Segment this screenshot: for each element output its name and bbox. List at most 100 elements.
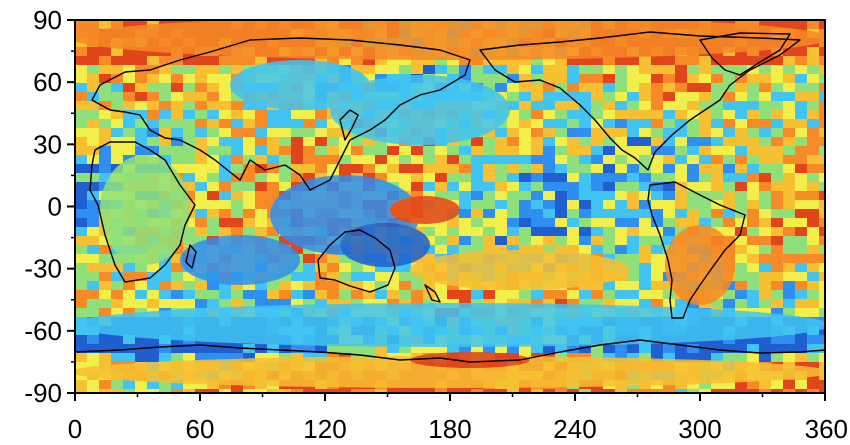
- heatmap-cell: [135, 281, 147, 290]
- heatmap-cell: [207, 56, 219, 65]
- heatmap-cell: [567, 92, 579, 101]
- heatmap-cell: [771, 56, 783, 65]
- heatmap-cell: [531, 299, 543, 308]
- heatmap-cell: [87, 227, 99, 236]
- x-axis: 0 60 120 180 240 300 360: [68, 393, 848, 444]
- heatmap-cell: [759, 164, 771, 173]
- heatmap-cell: [819, 218, 825, 227]
- heatmap-cell: [495, 236, 507, 245]
- heatmap-cell: [255, 209, 267, 218]
- heatmap-cell: [663, 209, 675, 218]
- heatmap-cell: [75, 74, 87, 83]
- heatmap-cell: [207, 128, 219, 137]
- heatmap-cell: [555, 119, 567, 128]
- heatmap-cell: [435, 173, 447, 182]
- heatmap-cell: [75, 245, 87, 254]
- heatmap-cell: [687, 146, 699, 155]
- heatmap-cell: [759, 182, 771, 191]
- heatmap-cell: [507, 128, 519, 137]
- heatmap-cell: [627, 236, 639, 245]
- heatmap-cell: [531, 74, 543, 83]
- heatmap-cell: [459, 155, 471, 164]
- heatmap-cell: [483, 344, 495, 353]
- heatmap-cell: [579, 92, 591, 101]
- heatmap-cell: [507, 182, 519, 191]
- heatmap-cell: [279, 344, 291, 353]
- heatmap-cell: [267, 227, 279, 236]
- heatmap-cell: [555, 164, 567, 173]
- heatmap-cell: [591, 290, 603, 299]
- heatmap-cell: [543, 101, 555, 110]
- heatmap-cell: [75, 128, 87, 137]
- heatmap-cell: [87, 254, 99, 263]
- heatmap-cell: [471, 65, 483, 74]
- heatmap-cell: [339, 128, 351, 137]
- heatmap-cell: [579, 65, 591, 74]
- heatmap-cell: [159, 263, 171, 272]
- heatmap-cell: [519, 83, 531, 92]
- heatmap-cell: [387, 281, 399, 290]
- heatmap-cell: [423, 164, 435, 173]
- heatmap-cell: [807, 47, 819, 56]
- heatmap-cell: [147, 56, 159, 65]
- heatmap-cell: [363, 65, 375, 74]
- x-tick-label: 0: [68, 414, 82, 444]
- heatmap-cell: [759, 263, 771, 272]
- heatmap-cell: [627, 227, 639, 236]
- heatmap-cell: [171, 254, 183, 263]
- heatmap-cell: [171, 164, 183, 173]
- heatmap-cell: [783, 191, 795, 200]
- heatmap-cell: [783, 218, 795, 227]
- heatmap-cell: [267, 173, 279, 182]
- heatmap-cell: [315, 137, 327, 146]
- heatmap-cell: [819, 299, 825, 308]
- heatmap-cell: [123, 128, 135, 137]
- heatmap-cell: [531, 182, 543, 191]
- heatmap-cell: [747, 245, 759, 254]
- arctic-warm-band: [75, 20, 825, 60]
- heatmap-cell: [531, 56, 543, 65]
- heatmap-cell: [483, 227, 495, 236]
- heatmap-cell: [639, 128, 651, 137]
- heatmap-cell: [507, 65, 519, 74]
- heatmap-cell: [771, 110, 783, 119]
- heatmap-cell: [135, 128, 147, 137]
- heatmap-cell: [483, 164, 495, 173]
- heatmap-cell: [99, 101, 111, 110]
- heatmap-cell: [711, 146, 723, 155]
- heatmap-cell: [555, 191, 567, 200]
- heatmap-cell: [315, 146, 327, 155]
- heatmap-cell: [735, 56, 747, 65]
- heatmap-cell: [387, 56, 399, 65]
- heatmap-cell: [147, 74, 159, 83]
- heatmap-cell: [159, 380, 171, 389]
- heatmap-cell: [363, 281, 375, 290]
- heatmap-cell: [795, 299, 807, 308]
- heatmap-cell: [519, 92, 531, 101]
- heatmap-cell: [339, 344, 351, 353]
- heatmap-cell: [543, 119, 555, 128]
- heatmap-cell: [99, 263, 111, 272]
- heatmap-cell: [795, 92, 807, 101]
- heatmap-cell: [99, 245, 111, 254]
- heatmap-cell: [591, 137, 603, 146]
- heatmap-cell: [603, 200, 615, 209]
- heatmap-cell: [651, 389, 663, 393]
- heatmap-cell: [723, 353, 735, 362]
- heatmap-cell: [315, 344, 327, 353]
- heatmap-cell: [303, 137, 315, 146]
- heatmap-cell: [219, 155, 231, 164]
- heatmap-cell: [147, 128, 159, 137]
- heatmap-cell: [675, 191, 687, 200]
- heatmap-cell: [615, 254, 627, 263]
- heatmap-cell: [267, 389, 279, 393]
- heatmap-cell: [447, 164, 459, 173]
- heatmap-cell: [627, 137, 639, 146]
- heatmap-cell: [807, 110, 819, 119]
- heatmap-cell: [339, 263, 351, 272]
- heatmap-cell: [207, 182, 219, 191]
- heatmap-cell: [543, 65, 555, 74]
- heatmap-cell: [555, 227, 567, 236]
- heatmap-cell: [591, 299, 603, 308]
